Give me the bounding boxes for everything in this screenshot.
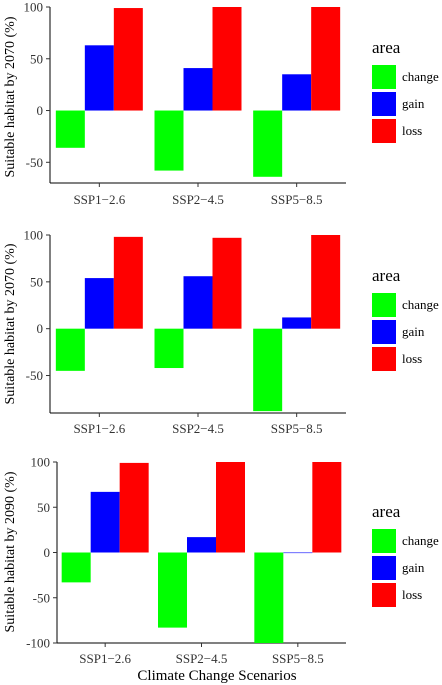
bar-change-1 xyxy=(55,110,85,148)
bar-loss-3 xyxy=(311,7,341,111)
x-tick-label: SSP1−2.6 xyxy=(79,651,131,666)
legend-label-change: change xyxy=(402,297,439,312)
legend-label-loss: loss xyxy=(402,351,422,366)
bar-loss-1 xyxy=(113,236,143,329)
legend-key-change xyxy=(372,529,396,553)
legend-title: area xyxy=(372,502,401,521)
x-tick-label: SSP2−4.5 xyxy=(176,651,228,666)
y-tick-label: 50 xyxy=(37,500,50,515)
bar-gain-3 xyxy=(282,74,312,111)
x-tick-label: SSP1−2.6 xyxy=(73,421,125,436)
bar-change-2 xyxy=(158,552,187,628)
y-tick-label: 100 xyxy=(24,228,44,243)
x-tick-label: SSP1−2.6 xyxy=(73,192,125,207)
legend-key-gain xyxy=(372,556,396,580)
legend-key-gain xyxy=(372,92,396,116)
y-tick-label: 100 xyxy=(24,0,44,15)
legend-label-gain: gain xyxy=(402,96,425,111)
x-tick-label: SSP5−8.5 xyxy=(271,192,323,207)
legend-key-change xyxy=(372,65,396,89)
bar-loss-2 xyxy=(216,462,245,553)
y-tick-label: 50 xyxy=(30,274,43,289)
bar-loss-1 xyxy=(113,8,143,111)
legend-key-gain xyxy=(372,320,396,344)
legend-label-gain: gain xyxy=(402,324,425,339)
x-tick-label: SSP5−8.5 xyxy=(271,421,323,436)
x-axis-label: Climate Change Scenarios xyxy=(137,668,296,684)
legend-label-change: change xyxy=(402,533,439,548)
bar-change-3 xyxy=(254,552,284,643)
y-tick-label: 0 xyxy=(44,545,51,560)
legend-key-change xyxy=(372,293,396,317)
bar-loss-2 xyxy=(212,7,242,111)
y-tick-label: -50 xyxy=(33,590,50,605)
y-tick-label: -50 xyxy=(26,155,43,170)
bar-loss-1 xyxy=(119,462,149,553)
bar-gain-1 xyxy=(84,45,114,111)
legend-label-loss: loss xyxy=(402,587,422,602)
legend-label-change: change xyxy=(402,69,439,84)
legend-title: area xyxy=(372,38,401,57)
bar-gain-2 xyxy=(183,68,213,111)
legend-key-loss xyxy=(372,347,396,371)
x-tick-label: SSP2−4.5 xyxy=(172,421,224,436)
bar-change-3 xyxy=(253,328,283,412)
chart-panel-3: Suitable habitat by 2090 (%) 100 50 0 -50 -10… xyxy=(3,455,439,667)
legend-key-loss xyxy=(372,583,396,607)
bar-change-1 xyxy=(55,328,85,371)
legend-key-loss xyxy=(372,119,396,143)
legend-label-loss: loss xyxy=(402,123,422,138)
bar-loss-2 xyxy=(212,237,242,329)
bar-gain-1 xyxy=(90,491,120,553)
bar-change-3 xyxy=(253,110,283,177)
y-axis-title: Suitable habitat by 2070 (%) xyxy=(3,16,18,177)
y-axis-title: Suitable habitat by 2070 (%) xyxy=(3,243,18,404)
x-tick-label: SSP2−4.5 xyxy=(172,192,224,207)
y-tick-label: 50 xyxy=(30,51,43,66)
y-axis-title: Suitable habitat by 2090 (%) xyxy=(3,471,18,632)
bar-gain-3 xyxy=(282,317,312,329)
bar-gain-2 xyxy=(187,537,216,553)
legend-label-gain: gain xyxy=(402,560,425,575)
x-tick-label: SSP5−8.5 xyxy=(272,651,324,666)
bar-gain-2 xyxy=(183,276,213,329)
bar-gain-1 xyxy=(84,278,114,329)
y-tick-label: -100 xyxy=(26,636,50,651)
bar-change-2 xyxy=(154,328,184,369)
bar-loss-3 xyxy=(311,235,341,329)
chart-panel-1: Suitable habitat by 2070 (%) 100 50 0 -50 SSP… xyxy=(3,0,439,207)
y-tick-label: 100 xyxy=(31,455,51,470)
bar-loss-3 xyxy=(312,462,342,553)
y-tick-label: 0 xyxy=(37,103,44,118)
legend-title: area xyxy=(372,266,401,285)
y-tick-label: 0 xyxy=(37,321,44,336)
bar-change-2 xyxy=(154,110,184,171)
bar-gain-3 xyxy=(283,552,313,554)
chart-panel-2: Suitable habitat by 2070 (%) 100 50 0 -50 SSP… xyxy=(3,228,439,437)
y-tick-label: -50 xyxy=(26,368,43,383)
bar-change-1 xyxy=(61,552,91,583)
